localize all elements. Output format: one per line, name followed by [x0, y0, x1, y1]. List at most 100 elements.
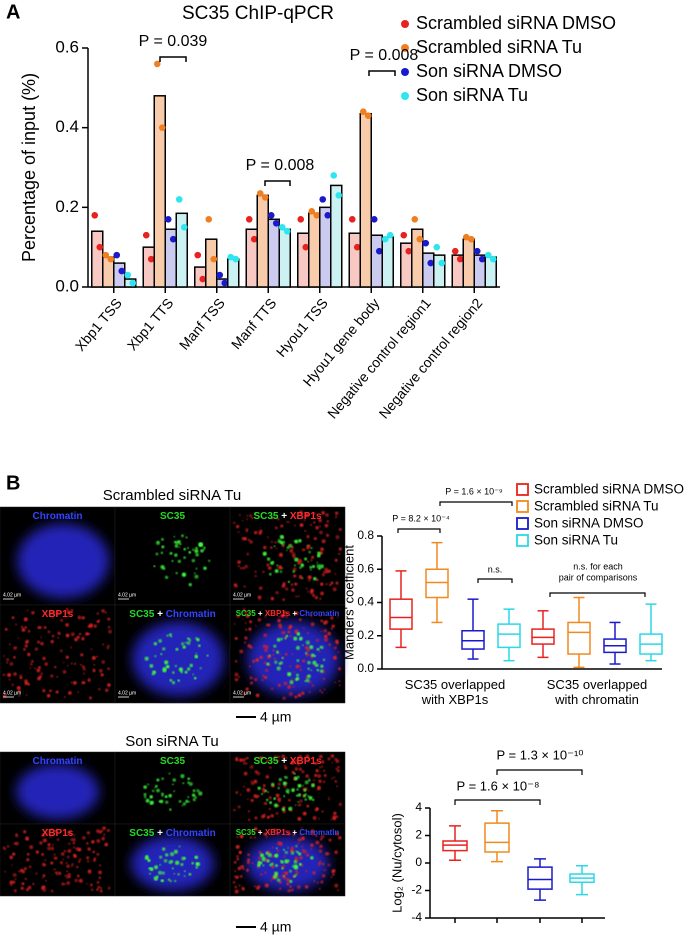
speckle: [149, 795, 153, 799]
speckle: [293, 776, 298, 781]
tile-label-part: Chromatin: [299, 609, 339, 618]
bar: [142, 246, 155, 288]
data-point: [462, 233, 470, 241]
speckle: [82, 672, 85, 675]
speckle: [57, 871, 62, 876]
speckle: [160, 653, 163, 656]
speckle: [311, 783, 315, 788]
speckle: [235, 791, 239, 794]
speckle: [316, 647, 320, 651]
tile-label-part: XBP1s: [265, 609, 291, 618]
speckle: [80, 663, 83, 667]
tile-scale-label: 4.02 µm: [118, 690, 136, 696]
box: [484, 822, 510, 853]
tile-label: SC35 + XBP1s + Chromatin: [236, 828, 340, 837]
speckle: [255, 658, 260, 662]
speckle: [323, 629, 328, 633]
speckle: [316, 561, 319, 564]
speckle: [37, 676, 41, 681]
speckle: [76, 874, 80, 878]
speckle: [255, 693, 260, 698]
speckle: [253, 827, 258, 831]
box: [461, 630, 485, 650]
data-point: [107, 255, 115, 263]
speckle: [100, 673, 104, 677]
speckle: [289, 634, 292, 638]
tile-label-part: Chromatin: [166, 609, 216, 620]
speckle: [291, 677, 294, 680]
speckle: [64, 874, 67, 877]
tile-label-part: SC35: [160, 511, 185, 522]
speckle: [282, 848, 286, 851]
speckle: [151, 800, 153, 803]
annotation: n.s. for each: [573, 561, 623, 571]
speckle: [304, 645, 309, 650]
speckle: [77, 691, 79, 693]
x-tick-label: Hyou1 TSS: [273, 295, 331, 360]
speckle: [233, 623, 236, 625]
legend-marker: [516, 483, 529, 496]
speckle: [31, 610, 35, 615]
tile-label-part: +: [154, 609, 165, 620]
speckle: [153, 787, 156, 789]
speckle: [90, 648, 93, 651]
speckle: [249, 645, 253, 649]
bar: [370, 234, 383, 288]
speckle: [287, 672, 292, 677]
panel-label: B: [6, 472, 20, 494]
bar: [462, 238, 475, 288]
image-content: [233, 754, 342, 821]
speckle: [186, 667, 191, 671]
speckle: [86, 831, 91, 835]
speckle: [143, 792, 147, 796]
speckle: [287, 847, 289, 849]
speckle: [267, 536, 269, 538]
legend-label: Scrambled siRNA Tu: [534, 499, 659, 514]
speckle: [173, 849, 178, 854]
speckle: [195, 567, 198, 570]
speckle: [42, 838, 47, 843]
speckle: [284, 612, 287, 615]
speckle: [34, 647, 39, 651]
speckle: [247, 858, 251, 862]
y-tick-label: 0.4: [357, 595, 374, 609]
speckle: [23, 867, 27, 871]
data-point: [484, 251, 492, 259]
speckle: [307, 560, 310, 563]
speckle: [273, 755, 278, 759]
speckle: [331, 777, 334, 780]
tile-label-part: SC35: [253, 756, 278, 767]
speckle: [13, 655, 16, 659]
speckle: [297, 838, 302, 842]
speckle: [26, 858, 30, 862]
speckle: [306, 804, 310, 808]
speckle: [266, 662, 270, 666]
legend-marker: [401, 68, 409, 76]
speckle: [161, 794, 164, 797]
speckle: [6, 658, 10, 662]
speckle: [72, 680, 77, 685]
speckle: [330, 581, 334, 585]
speckle: [98, 687, 101, 691]
box: [425, 568, 449, 599]
tile-scale-label: 4.02 µm: [3, 690, 21, 696]
speckle: [298, 767, 302, 771]
speckle: [169, 808, 172, 811]
annotation: P = 1.6 × 10⁻⁹: [445, 486, 503, 496]
speckle: [15, 841, 19, 846]
speckle: [313, 512, 316, 515]
speckle: [64, 696, 66, 699]
speckle: [287, 685, 292, 689]
speckle: [99, 887, 103, 890]
speckle: [262, 674, 265, 678]
speckle: [86, 842, 89, 845]
bar: [205, 238, 218, 288]
speckle: [258, 531, 262, 535]
speckle: [334, 572, 337, 575]
speckle: [161, 879, 164, 883]
x-category-label: SC35 overlapped with chromatin: [546, 677, 648, 707]
speckle: [165, 800, 169, 804]
speckle: [273, 803, 279, 808]
speckle: [145, 798, 150, 803]
speckle: [25, 639, 30, 644]
